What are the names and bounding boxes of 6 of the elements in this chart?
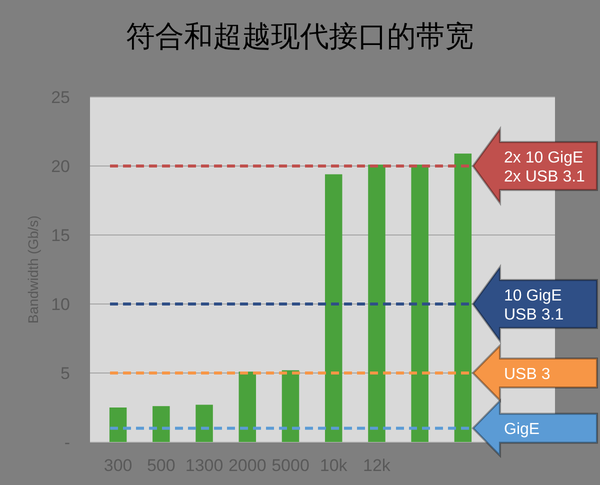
ref-line-label: 10 GigE USB 3.1 (504, 288, 564, 324)
y-tick-label: - (64, 433, 70, 452)
ref-line-label: USB 3 (504, 366, 550, 383)
chart-title: 符合和超越现代接口的带宽 (126, 21, 474, 53)
ref-line-label: GigE (504, 421, 540, 438)
ref-line-label: 2x 10 GigE 2x USB 3.1 (504, 150, 586, 186)
